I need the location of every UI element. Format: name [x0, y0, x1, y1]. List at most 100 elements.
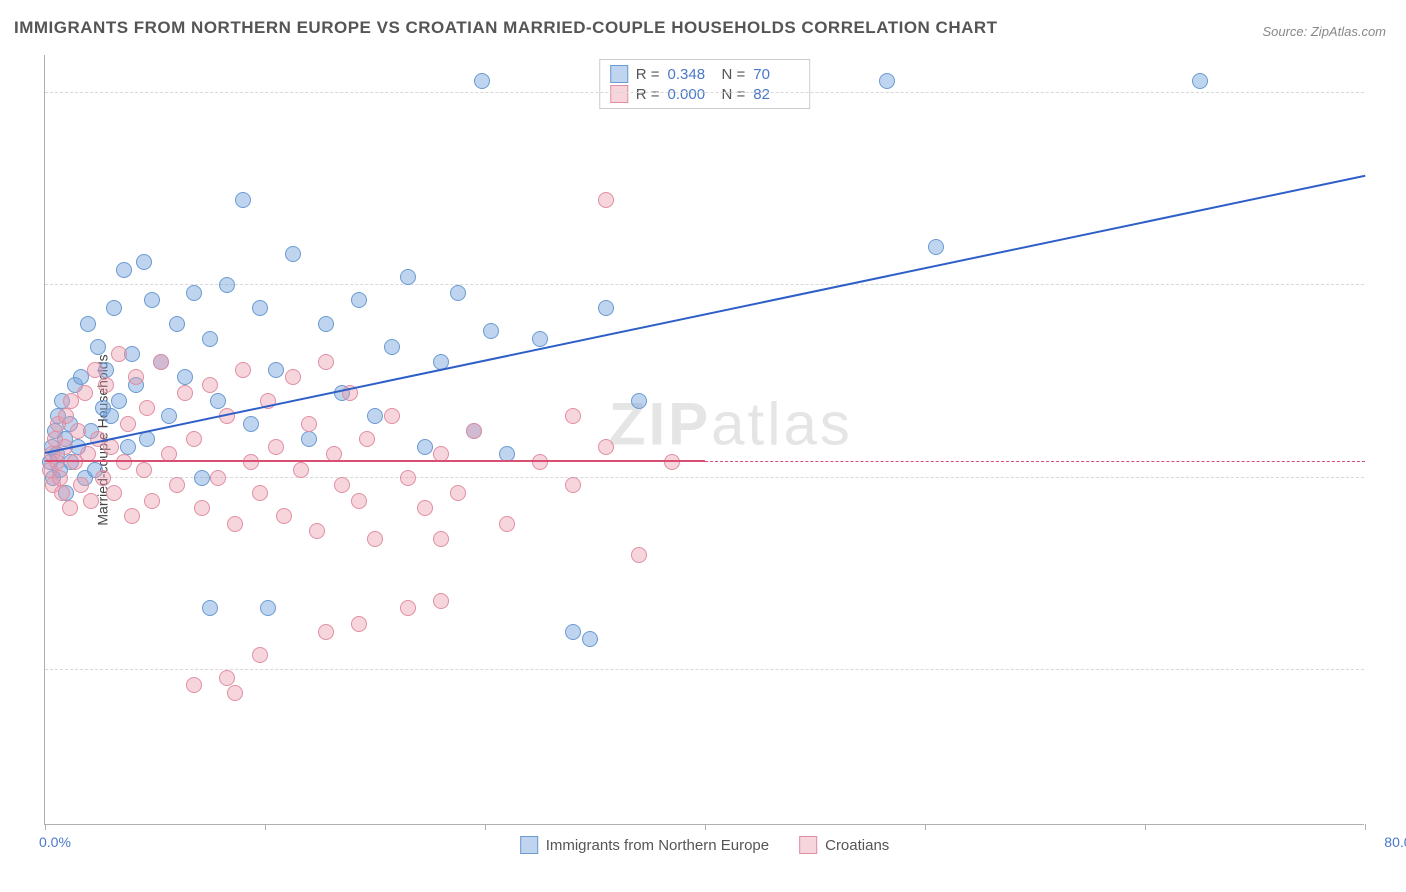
- data-point-b: [58, 408, 74, 424]
- data-point-b: [293, 462, 309, 478]
- data-point-b: [631, 547, 647, 563]
- data-point-a: [111, 393, 127, 409]
- data-point-b: [111, 346, 127, 362]
- chart-container: IMMIGRANTS FROM NORTHERN EUROPE VS CROAT…: [0, 0, 1406, 892]
- data-point-b: [219, 670, 235, 686]
- data-point-b: [268, 439, 284, 455]
- data-point-a: [928, 239, 944, 255]
- data-point-b: [120, 416, 136, 432]
- data-point-b: [334, 477, 350, 493]
- data-point-a: [417, 439, 433, 455]
- data-point-b: [70, 423, 86, 439]
- x-axis-min-label: 0.0%: [39, 834, 71, 850]
- watermark-bold: ZIP: [609, 391, 711, 458]
- data-point-a: [169, 316, 185, 332]
- data-point-a: [367, 408, 383, 424]
- legend-row-b: R = 0.000 N = 82: [610, 84, 800, 104]
- data-point-b: [144, 493, 160, 509]
- x-tick: [925, 824, 926, 830]
- data-point-a: [532, 331, 548, 347]
- data-point-a: [80, 316, 96, 332]
- data-point-b: [169, 477, 185, 493]
- r-value-b: 0.000: [668, 86, 714, 103]
- data-point-a: [136, 254, 152, 270]
- data-point-a: [219, 277, 235, 293]
- data-point-a: [565, 624, 581, 640]
- data-point-b: [116, 454, 132, 470]
- trendline: [45, 175, 1365, 454]
- data-point-a: [260, 600, 276, 616]
- data-point-b: [400, 600, 416, 616]
- x-tick: [1145, 824, 1146, 830]
- data-point-a: [268, 362, 284, 378]
- n-value-b: 82: [753, 86, 799, 103]
- data-point-b: [136, 462, 152, 478]
- data-point-b: [433, 531, 449, 547]
- legend-item-b: Croatians: [799, 836, 889, 854]
- data-point-a: [202, 600, 218, 616]
- data-point-b: [73, 477, 89, 493]
- r-label-b: R =: [636, 86, 660, 103]
- data-point-b: [417, 500, 433, 516]
- data-point-b: [276, 508, 292, 524]
- data-point-a: [161, 408, 177, 424]
- data-point-b: [252, 647, 268, 663]
- swatch-a2-icon: [520, 836, 538, 854]
- data-point-a: [194, 470, 210, 486]
- gridline-h: [45, 284, 1364, 285]
- n-value-a: 70: [753, 66, 799, 83]
- data-point-b: [499, 516, 515, 532]
- source-attribution: Source: ZipAtlas.com: [1262, 24, 1386, 39]
- data-point-b: [450, 485, 466, 501]
- data-point-a: [186, 285, 202, 301]
- data-point-b: [318, 354, 334, 370]
- data-point-a: [103, 408, 119, 424]
- data-point-a: [582, 631, 598, 647]
- data-point-b: [565, 477, 581, 493]
- data-point-a: [1192, 73, 1208, 89]
- data-point-b: [351, 493, 367, 509]
- data-point-b: [106, 485, 122, 501]
- data-point-b: [227, 685, 243, 701]
- legend-series: Immigrants from Northern Europe Croatian…: [520, 836, 890, 854]
- data-point-b: [532, 454, 548, 470]
- data-point-a: [285, 246, 301, 262]
- data-point-b: [128, 369, 144, 385]
- data-point-a: [450, 285, 466, 301]
- data-point-a: [116, 262, 132, 278]
- data-point-b: [186, 431, 202, 447]
- x-tick: [485, 824, 486, 830]
- n-label-b: N =: [722, 86, 746, 103]
- data-point-a: [120, 439, 136, 455]
- data-point-b: [227, 516, 243, 532]
- legend-row-a: R = 0.348 N = 70: [610, 64, 800, 84]
- data-point-b: [95, 470, 111, 486]
- n-label-a: N =: [722, 66, 746, 83]
- trendline: [45, 460, 705, 462]
- data-point-a: [631, 393, 647, 409]
- gridline-h: [45, 92, 1364, 93]
- data-point-a: [90, 339, 106, 355]
- gridline-h: [45, 669, 1364, 670]
- x-axis-max-label: 80.0%: [1384, 834, 1406, 850]
- data-point-b: [252, 485, 268, 501]
- data-point-b: [301, 416, 317, 432]
- data-point-b: [466, 423, 482, 439]
- data-point-b: [285, 369, 301, 385]
- swatch-b2-icon: [799, 836, 817, 854]
- data-point-b: [54, 485, 70, 501]
- data-point-b: [433, 593, 449, 609]
- legend-label-b: Croatians: [825, 837, 889, 854]
- data-point-b: [598, 192, 614, 208]
- x-tick: [265, 824, 266, 830]
- data-point-b: [124, 508, 140, 524]
- gridline-h: [45, 477, 1364, 478]
- data-point-b: [62, 500, 78, 516]
- data-point-b: [52, 470, 68, 486]
- data-point-a: [879, 73, 895, 89]
- data-point-a: [318, 316, 334, 332]
- data-point-b: [194, 500, 210, 516]
- data-point-a: [235, 192, 251, 208]
- data-point-a: [243, 416, 259, 432]
- x-tick: [705, 824, 706, 830]
